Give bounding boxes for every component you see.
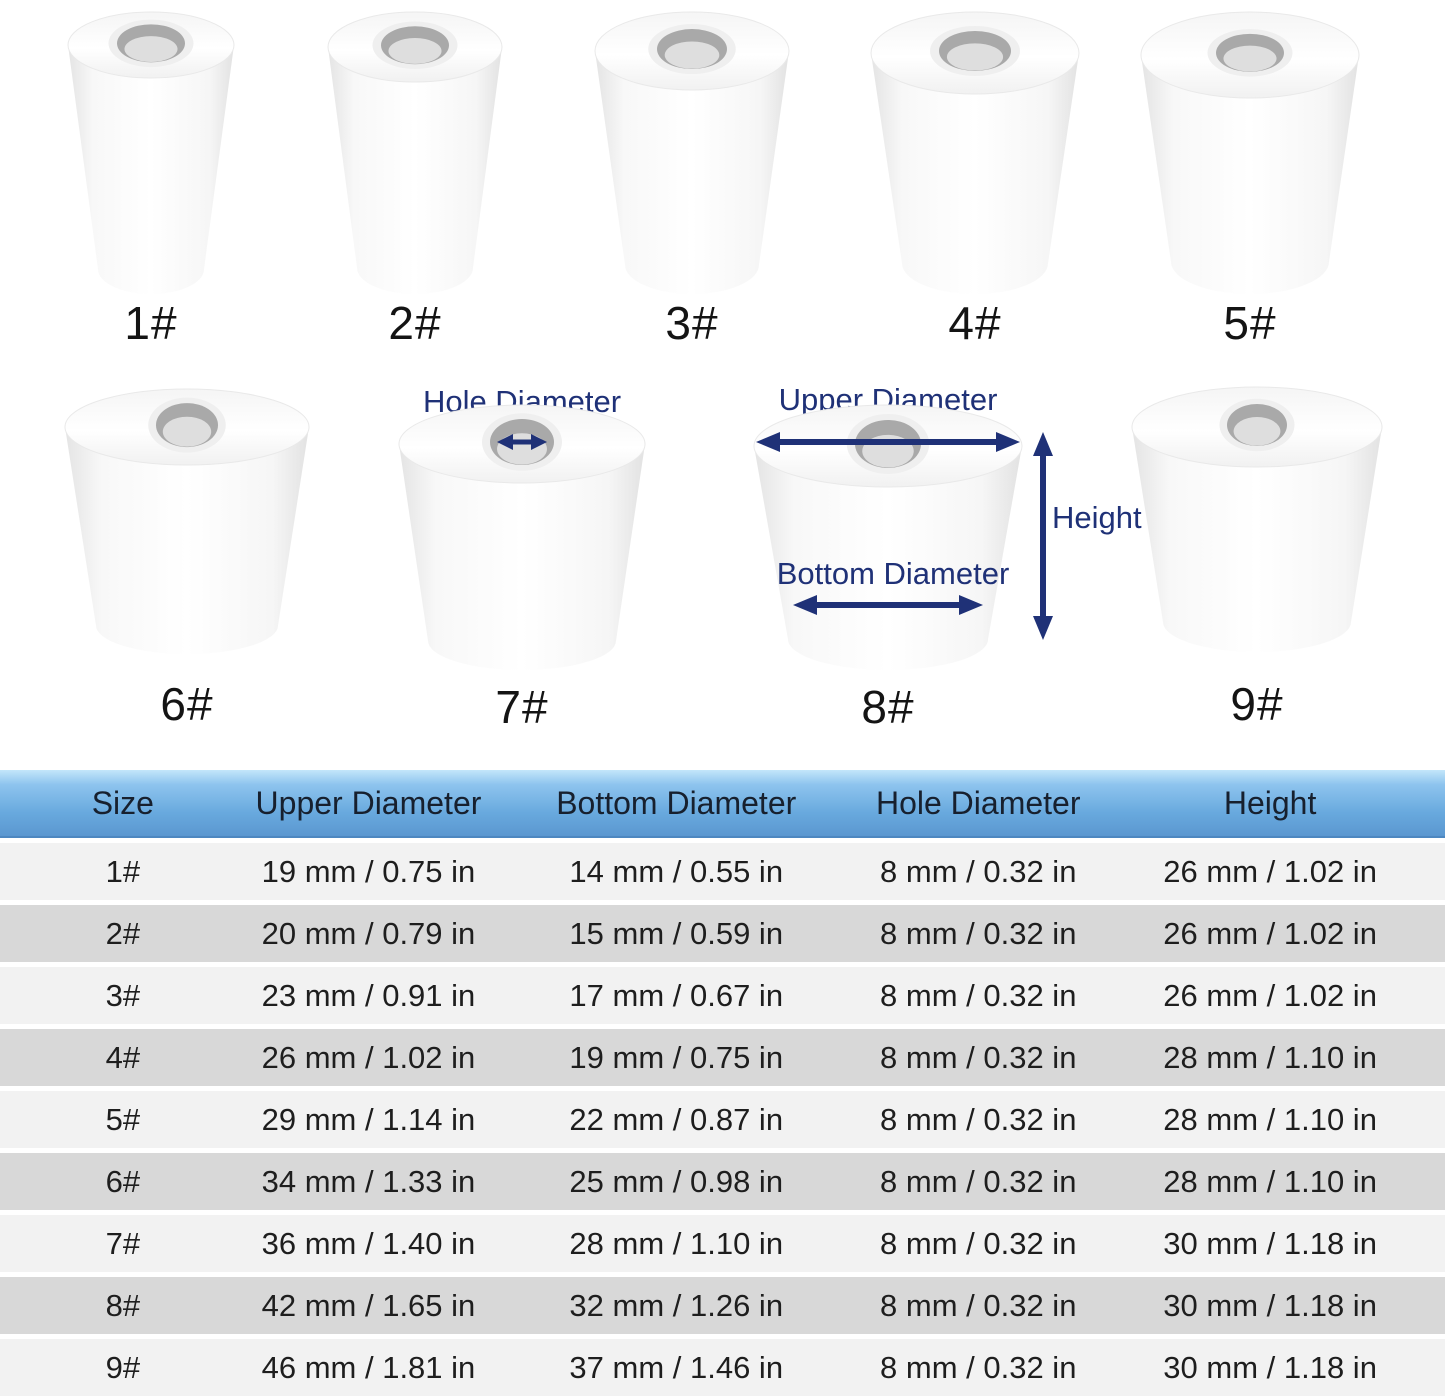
cell-height: 26 mm / 1.02 in [1163,977,1377,1013]
cell-size: 2# [105,915,141,951]
cell-hole-diameter: 8 mm / 0.32 in [880,853,1077,889]
stopper-image-5 [1140,11,1360,294]
cell-upper-diameter: 20 mm / 0.79 in [261,915,476,951]
spec-table: Size Upper Diameter Bottom Diameter Hole… [0,770,1445,1396]
height-label: Height [1052,500,1142,535]
stopper-image-1 [67,11,235,294]
stopper-image-4 [870,11,1080,294]
cell-size: 6# [105,1163,141,1199]
cell-size: 7# [105,1225,141,1261]
table-header-row: Size Upper Diameter Bottom Diameter Hole… [0,770,1445,838]
cell-hole-diameter: 8 mm / 0.32 in [880,1287,1077,1323]
table-row: 7# 36 mm / 1.40 in 28 mm / 1.10 in 8 mm … [0,1210,1445,1272]
upper-diameter-arrow [756,432,1020,452]
stopper-label-2: 2# [388,297,442,349]
cell-height: 26 mm / 1.02 in [1163,915,1377,951]
cell-size: 8# [105,1287,141,1323]
cell-bottom-diameter: 32 mm / 1.26 in [569,1287,784,1323]
cell-height: 30 mm / 1.18 in [1163,1349,1377,1385]
stopper-label-9: 9# [1230,678,1284,730]
cell-upper-diameter: 29 mm / 1.14 in [261,1101,476,1137]
cell-hole-diameter: 8 mm / 0.32 in [880,1101,1077,1137]
cell-upper-diameter: 19 mm / 0.75 in [261,853,476,889]
table-row: 8# 42 mm / 1.65 in 32 mm / 1.26 in 8 mm … [0,1272,1445,1334]
stopper-image-2 [327,11,503,294]
stopper-image-9 [1131,386,1383,652]
cell-upper-diameter: 36 mm / 1.40 in [261,1225,476,1261]
table-row: 5# 29 mm / 1.14 in 22 mm / 0.87 in 8 mm … [0,1086,1445,1148]
cell-hole-diameter: 8 mm / 0.32 in [880,1225,1077,1261]
cell-size: 4# [105,1039,141,1075]
cell-upper-diameter: 42 mm / 1.65 in [261,1287,476,1323]
cell-bottom-diameter: 17 mm / 0.67 in [569,977,784,1013]
cell-size: 3# [105,977,141,1013]
cell-height: 28 mm / 1.10 in [1163,1163,1377,1199]
cell-bottom-diameter: 15 mm / 0.59 in [569,915,784,951]
cell-hole-diameter: 8 mm / 0.32 in [880,1163,1077,1199]
cell-bottom-diameter: 14 mm / 0.55 in [569,853,784,889]
cell-height: 30 mm / 1.18 in [1163,1225,1377,1261]
cell-size: 1# [105,853,141,889]
stopper-label-6: 6# [160,678,214,730]
cell-height: 30 mm / 1.18 in [1163,1287,1377,1323]
stopper-label-4: 4# [948,297,1002,349]
header-cell-height: Height [1223,784,1317,821]
stopper-image-6 [64,388,310,654]
table-row: 1# 19 mm / 0.75 in 14 mm / 0.55 in 8 mm … [0,838,1445,900]
stopper-label-5: 5# [1223,297,1277,349]
hole-diameter-arrow [497,434,547,450]
cell-bottom-diameter: 25 mm / 0.98 in [569,1163,784,1199]
stopper-image-3 [594,11,790,295]
cell-height: 28 mm / 1.10 in [1163,1101,1377,1137]
stopper-label-3: 3# [665,297,719,349]
cell-bottom-diameter: 22 mm / 0.87 in [569,1101,784,1137]
stopper-image-7 [398,404,646,670]
cell-upper-diameter: 34 mm / 1.33 in [261,1163,476,1199]
cell-size: 9# [105,1349,141,1385]
height-arrow [1033,432,1053,640]
bottom-diameter-arrow [793,595,983,615]
cell-bottom-diameter: 19 mm / 0.75 in [569,1039,784,1075]
table-row: 6# 34 mm / 1.33 in 25 mm / 0.98 in 8 mm … [0,1148,1445,1210]
cell-hole-diameter: 8 mm / 0.32 in [880,1349,1077,1385]
table-row: 4# 26 mm / 1.02 in 19 mm / 0.75 in 8 mm … [0,1024,1445,1086]
cell-hole-diameter: 8 mm / 0.32 in [880,915,1077,951]
cell-bottom-diameter: 37 mm / 1.46 in [569,1349,784,1385]
cell-height: 26 mm / 1.02 in [1163,853,1377,889]
stopper-label-1: 1# [124,297,178,349]
bottom-diameter-label: Bottom Diameter [776,556,1010,591]
cell-bottom-diameter: 28 mm / 1.10 in [569,1225,784,1261]
stopper-row-1: 1# 2# 3# 4# 5# [0,0,1445,360]
stopper-label-7: 7# [495,681,549,733]
cell-upper-diameter: 26 mm / 1.02 in [261,1039,476,1075]
header-cell-upper-diameter: Upper Diameter [255,784,482,821]
header-cell-size: Size [91,784,154,821]
table-row: 3# 23 mm / 0.91 in 17 mm / 0.67 in 8 mm … [0,962,1445,1024]
header-cell-bottom-diameter: Bottom Diameter [556,784,797,821]
table-row: 2# 20 mm / 0.79 in 15 mm / 0.59 in 8 mm … [0,900,1445,962]
cell-upper-diameter: 46 mm / 1.81 in [261,1349,476,1385]
cell-hole-diameter: 8 mm / 0.32 in [880,977,1077,1013]
cell-height: 28 mm / 1.10 in [1163,1039,1377,1075]
cell-size: 5# [105,1101,141,1137]
cell-upper-diameter: 23 mm / 0.91 in [261,977,476,1013]
header-cell-hole-diameter: Hole Diameter [875,784,1081,821]
stopper-row-2: 6# Hole Diameter 7# Upper Diameter Botto… [0,375,1445,765]
stopper-label-8: 8# [861,681,915,733]
stopper-image-8 [753,404,1023,670]
table-row: 9# 46 mm / 1.81 in 37 mm / 1.46 in 8 mm … [0,1334,1445,1396]
cell-hole-diameter: 8 mm / 0.32 in [880,1039,1077,1075]
